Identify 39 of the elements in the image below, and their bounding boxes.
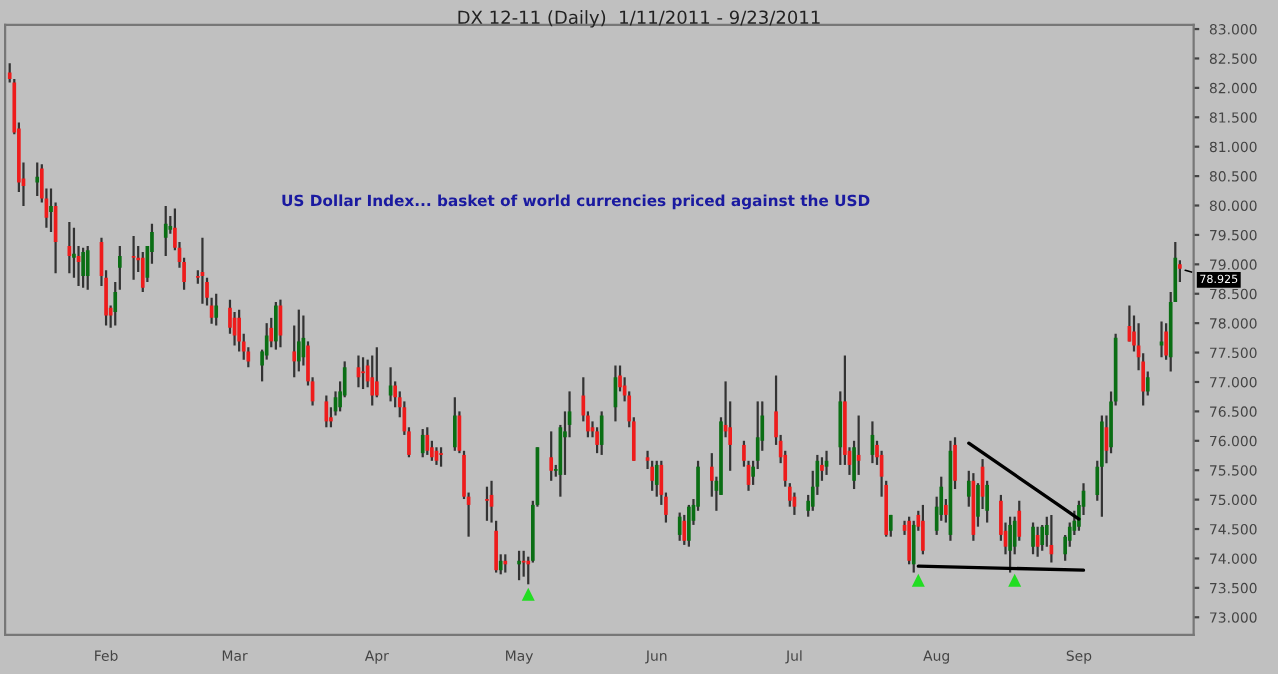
candlestick bbox=[549, 430, 554, 482]
candlestick bbox=[1100, 414, 1104, 518]
candlestick bbox=[654, 459, 659, 498]
candlestick bbox=[687, 503, 691, 548]
chart-title: DX 12-11 (Daily) 1/11/2011 - 9/23/2011 bbox=[458, 10, 820, 28]
candlestick bbox=[1159, 320, 1164, 359]
candlestick bbox=[72, 226, 76, 279]
candlestick bbox=[35, 161, 40, 198]
candlestick bbox=[1031, 521, 1035, 556]
candlestick bbox=[921, 503, 925, 556]
candlestick bbox=[296, 308, 301, 373]
candlestick bbox=[425, 426, 430, 457]
candlestick bbox=[650, 459, 654, 492]
candlestick bbox=[485, 485, 489, 522]
candlestick bbox=[677, 511, 682, 542]
candlestick bbox=[1008, 515, 1012, 574]
candlestick bbox=[503, 553, 508, 574]
candlestick bbox=[81, 246, 85, 289]
candlestick bbox=[420, 427, 425, 459]
candlestick bbox=[682, 513, 687, 547]
candlestick bbox=[214, 292, 219, 327]
candlestick bbox=[85, 244, 90, 291]
candlestick bbox=[439, 446, 443, 468]
candlestick bbox=[131, 234, 136, 281]
candlestick bbox=[361, 356, 365, 391]
candlestick bbox=[517, 549, 521, 582]
candlestick bbox=[374, 346, 379, 399]
candlestick bbox=[1040, 523, 1045, 552]
candlestick bbox=[1178, 259, 1182, 284]
candlestick bbox=[237, 308, 241, 353]
candlestick bbox=[907, 515, 911, 566]
candlestick bbox=[452, 396, 457, 452]
candlestick bbox=[911, 519, 916, 574]
candlestick bbox=[274, 300, 278, 351]
candlestick bbox=[140, 250, 145, 294]
candlestick bbox=[370, 354, 375, 407]
candlestick bbox=[521, 549, 526, 578]
candlestick bbox=[599, 410, 604, 457]
candlestick bbox=[163, 205, 168, 258]
